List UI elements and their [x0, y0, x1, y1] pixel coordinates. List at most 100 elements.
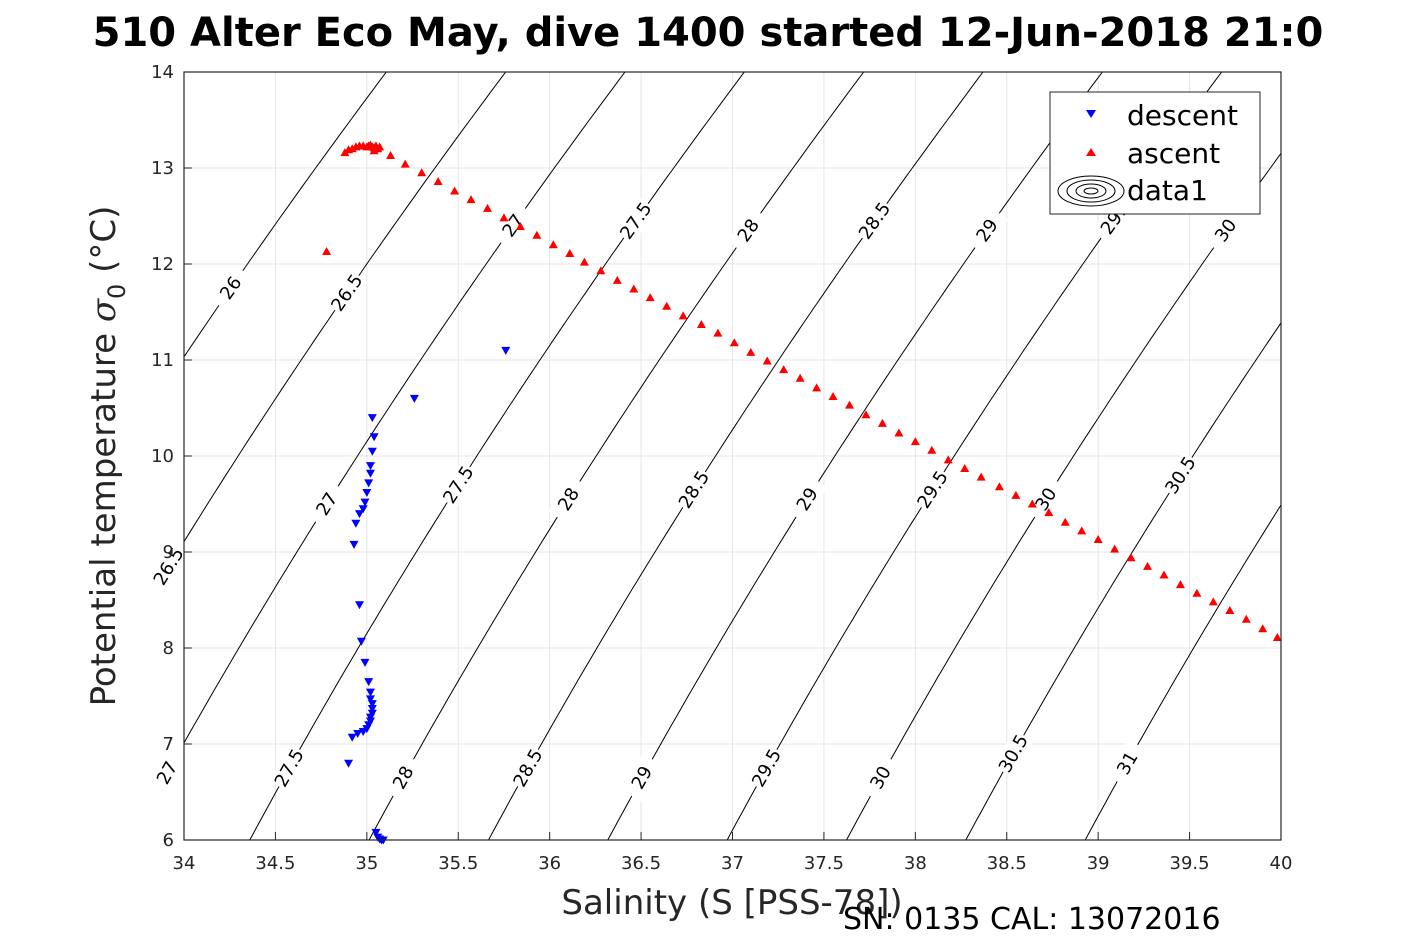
descent-point: [353, 729, 363, 738]
ascent-point: [960, 463, 970, 472]
ascent-point: [612, 275, 622, 284]
ascent-point: [861, 410, 871, 419]
ascent-point: [322, 247, 332, 256]
descent-point: [349, 540, 359, 549]
density-contour-line: [368, 72, 865, 840]
ascent-point: [1175, 580, 1185, 589]
y-axis-label-text: Potential temperature: [84, 322, 124, 706]
descent-point: [365, 469, 375, 478]
contour-label-bg: [1204, 206, 1247, 254]
x-tick-label: 39: [1087, 853, 1110, 874]
ascent-point: [894, 428, 904, 437]
descent-point: [367, 414, 377, 423]
ascent-point: [1241, 614, 1251, 623]
ascent-point: [795, 373, 805, 382]
contour-label: 29: [786, 475, 828, 523]
chart-title: 510 Alter Eco May, dive 1400 started 12-…: [93, 10, 1324, 56]
ascent-point: [400, 159, 410, 168]
density-contour-line: [965, 322, 1281, 840]
y-tick-label: 12: [151, 254, 174, 275]
ascent-point: [1272, 632, 1282, 641]
ascent-point: [369, 146, 379, 155]
descent-point: [365, 695, 375, 704]
descent-point: [501, 346, 511, 355]
legend-data1-marker: [1057, 175, 1125, 207]
legend-descent-marker: [1086, 110, 1096, 118]
y-tick-label: 11: [151, 350, 174, 371]
ascent-point: [629, 284, 639, 293]
ascent-point: [1027, 499, 1037, 508]
descent-point: [347, 733, 357, 742]
ascent-point: [976, 472, 986, 481]
contour-label-bg: [508, 744, 548, 792]
contour-label-bg: [269, 744, 310, 792]
descent-point: [371, 828, 381, 837]
x-axis-label: Salinity (S [PSS-78]): [561, 883, 902, 923]
ascent-point: [1077, 526, 1087, 535]
ascent-point: [877, 418, 887, 427]
density-contour-line: [184, 72, 507, 543]
descent-point: [355, 601, 365, 610]
x-tick-label: 38.5: [987, 853, 1027, 874]
x-axis-ticks: 34 34.5 35 35.5 36 36.5 37 37.5 38 38.5 39 39.5 40: [173, 832, 1292, 874]
y-tick-label: 6: [163, 830, 174, 851]
y-tick-label: 9: [163, 542, 174, 563]
descent-point: [358, 505, 368, 514]
ascent-point: [812, 383, 822, 392]
contour-label-bg: [912, 465, 954, 514]
contour-label-bg: [491, 202, 535, 250]
ascent-point: [678, 311, 688, 320]
ascent-point: [1159, 570, 1169, 579]
contour-label-bg: [853, 197, 896, 245]
ascent-point: [1093, 535, 1103, 544]
density-contour-line: [249, 72, 745, 840]
y-tick-label: 14: [151, 62, 174, 83]
descent-point: [367, 447, 377, 456]
descent-point: [344, 759, 354, 768]
y-axis-label: Potential temperature σ0 (°C): [84, 206, 131, 707]
x-tick-label: 36: [538, 853, 561, 874]
ascent-point: [433, 176, 443, 185]
contour-label-bg: [1159, 451, 1202, 499]
ascent-point: [532, 230, 542, 239]
y-axis-label-unit: (°C): [84, 206, 124, 284]
contour-label-bg: [548, 475, 590, 523]
ascent-point: [515, 222, 525, 231]
contour-label-bg: [325, 269, 368, 317]
legend-data1-label: data1: [1127, 174, 1208, 207]
contour-label-bg: [746, 744, 787, 792]
contour-label-bg: [786, 475, 828, 523]
contour-label-bg: [383, 753, 424, 802]
ascent-point: [696, 319, 706, 328]
descent-point: [364, 479, 374, 488]
ascent-point: [779, 365, 789, 374]
contour-label-bg: [147, 749, 188, 797]
x-tick-label: 37.5: [804, 853, 844, 874]
ascent-point: [596, 266, 606, 275]
legend-box: [1049, 91, 1261, 215]
x-tick-label: 35.5: [438, 853, 478, 874]
ascent-point: [1258, 624, 1268, 633]
ascent-point: [450, 186, 460, 195]
ascent-point: [579, 257, 589, 266]
ascent-point: [713, 328, 723, 337]
data-markers: [322, 140, 1282, 845]
legend-ascent-label: ascent: [1127, 137, 1220, 170]
ascent-point: [746, 347, 756, 356]
y-axis-label-sigma: σ: [84, 298, 124, 322]
density-contour-line: [184, 72, 387, 358]
ascent-point: [1208, 597, 1218, 606]
x-tick-label: 34.5: [255, 853, 295, 874]
ascent-point: [662, 301, 672, 310]
ascent-point: [548, 240, 558, 249]
x-tick-label: 36.5: [621, 853, 661, 874]
ascent-point: [927, 445, 937, 454]
descent-point: [360, 658, 370, 667]
y-tick-label: 8: [163, 638, 174, 659]
descent-point: [360, 498, 370, 507]
descent-point: [355, 510, 365, 519]
contour-label-bg: [209, 264, 252, 312]
ascent-point: [845, 400, 855, 409]
descent-point: [369, 433, 379, 442]
